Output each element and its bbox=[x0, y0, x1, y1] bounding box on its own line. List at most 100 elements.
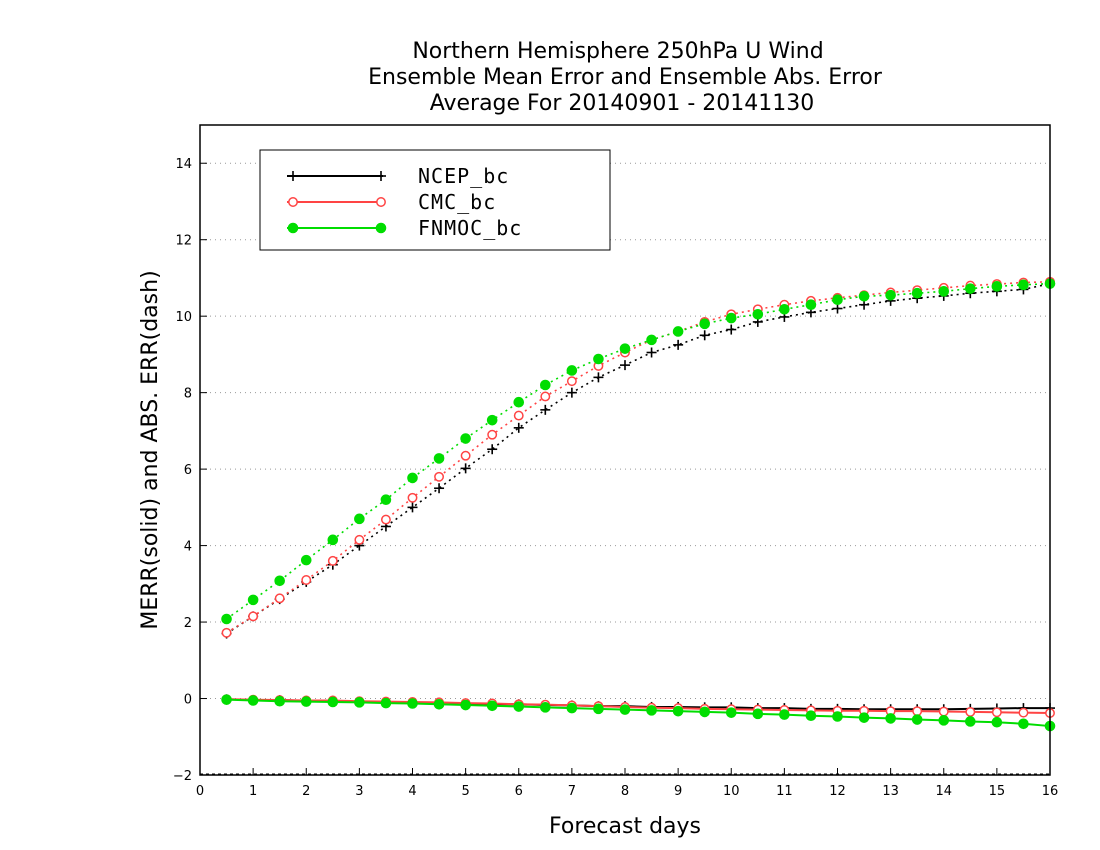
point-fnmoc-bc-abs-err-20 bbox=[752, 308, 764, 320]
title-line-3: Average For 20140901 - 20141130 bbox=[430, 91, 815, 116]
point-cmc-bc-abs-err-11 bbox=[513, 410, 524, 421]
x-tick-label-6: 6 bbox=[515, 784, 523, 799]
x-tick-label-4: 4 bbox=[408, 784, 416, 799]
point-cmc-bc-mean-err-30 bbox=[1018, 707, 1029, 718]
point-fnmoc-bc-abs-err-5 bbox=[354, 513, 365, 525]
point-fnmoc-bc-mean-err-5 bbox=[354, 697, 365, 708]
point-fnmoc-bc-mean-err-20 bbox=[752, 708, 764, 720]
point-ncep-bc-abs-err-19 bbox=[726, 324, 737, 335]
point-ncep-bc-abs-err-13 bbox=[566, 387, 577, 398]
x-tick-label-14: 14 bbox=[935, 784, 952, 799]
legend-label-ncep-bc: NCEP_bc bbox=[418, 164, 509, 188]
point-fnmoc-bc-abs-err-13 bbox=[566, 365, 578, 376]
legend-marker-right-cmc-bc bbox=[376, 197, 386, 207]
point-fnmoc-bc-mean-err-2 bbox=[274, 695, 285, 707]
point-fnmoc-bc-abs-err-11 bbox=[513, 396, 525, 408]
point-fnmoc-bc-mean-err-16 bbox=[646, 705, 657, 716]
point-fnmoc-bc-abs-err-9 bbox=[460, 433, 471, 444]
point-cmc-bc-abs-err-8 bbox=[434, 471, 445, 482]
point-cmc-bc-abs-err-2 bbox=[274, 593, 285, 604]
point-fnmoc-bc-abs-err-19 bbox=[725, 312, 737, 324]
point-cmc-bc-abs-err-3 bbox=[301, 575, 312, 585]
x-tick-label-1: 1 bbox=[249, 784, 257, 799]
legend-label-cmc-bc: CMC_bc bbox=[418, 190, 496, 214]
point-fnmoc-bc-mean-err-1 bbox=[247, 695, 259, 706]
x-tick-label-5: 5 bbox=[461, 784, 469, 799]
point-cmc-bc-abs-err-10 bbox=[487, 429, 498, 440]
point-fnmoc-bc-mean-err-12 bbox=[540, 702, 551, 713]
point-fnmoc-bc-mean-err-24 bbox=[858, 712, 870, 723]
point-cmc-bc-abs-err-4 bbox=[327, 555, 338, 566]
y-tick-label-10: 10 bbox=[175, 310, 192, 325]
y-tick-label-4: 4 bbox=[184, 540, 192, 555]
y-tick-label-12: 12 bbox=[175, 234, 192, 249]
legend-item-fnmoc-bc: FNMOC_bc bbox=[287, 216, 521, 240]
point-fnmoc-bc-mean-err-8 bbox=[433, 698, 445, 710]
point-cmc-bc-abs-err-0 bbox=[221, 627, 232, 638]
point-ncep-bc-abs-err-9 bbox=[460, 463, 471, 474]
series-ncep-bc bbox=[221, 278, 1055, 715]
point-fnmoc-bc-abs-err-17 bbox=[672, 326, 684, 337]
point-fnmoc-bc-mean-err-22 bbox=[805, 710, 817, 722]
point-ncep-bc-abs-err-17 bbox=[673, 339, 684, 350]
point-ncep-bc-abs-err-8 bbox=[434, 483, 445, 494]
point-fnmoc-bc-abs-err-10 bbox=[486, 414, 498, 426]
legend-marker-right-fnmoc-bc bbox=[375, 222, 387, 234]
legend-marker-left-cmc-bc bbox=[288, 197, 298, 207]
point-fnmoc-bc-abs-err-14 bbox=[593, 353, 604, 365]
point-fnmoc-bc-mean-err-7 bbox=[407, 698, 418, 709]
point-fnmoc-bc-mean-err-29 bbox=[991, 716, 1003, 728]
point-cmc-bc-abs-err-6 bbox=[380, 514, 391, 525]
y-tick-label-0: 0 bbox=[184, 693, 192, 708]
x-axis: 0 1 2 3 4 5 6 7 8 9 10 11 12 13 14 15 16 bbox=[196, 768, 1058, 799]
y-tick-label--2: −2 bbox=[173, 769, 192, 784]
title-line-1: Northern Hemisphere 250hPa U Wind bbox=[412, 39, 823, 64]
point-cmc-bc-abs-err-5 bbox=[354, 534, 365, 545]
x-tick-label-10: 10 bbox=[723, 784, 740, 799]
series-ncep-bc-abs-err-line bbox=[226, 282, 1051, 635]
point-fnmoc-bc-abs-err-8 bbox=[433, 453, 445, 464]
point-fnmoc-bc-mean-err-15 bbox=[619, 704, 631, 715]
point-fnmoc-bc-mean-err-9 bbox=[460, 699, 471, 711]
x-tick-label-16: 16 bbox=[1042, 784, 1059, 799]
point-fnmoc-bc-abs-err-21 bbox=[779, 303, 790, 315]
series-fnmoc-bc-abs-err-line bbox=[226, 282, 1051, 620]
point-ncep-bc-abs-err-15 bbox=[620, 360, 630, 371]
point-ncep-bc-abs-err-23 bbox=[832, 303, 843, 314]
point-fnmoc-bc-abs-err-1 bbox=[247, 594, 259, 606]
point-ncep-bc-abs-err-18 bbox=[699, 330, 710, 341]
point-fnmoc-bc-abs-err-23 bbox=[832, 294, 843, 306]
x-tick-label-7: 7 bbox=[568, 784, 576, 799]
point-fnmoc-bc-mean-err-28 bbox=[965, 716, 976, 727]
series-cmc-bc bbox=[221, 276, 1055, 719]
point-fnmoc-bc-mean-err-23 bbox=[832, 711, 843, 722]
point-fnmoc-bc-abs-err-25 bbox=[885, 289, 896, 301]
point-cmc-bc-abs-err-7 bbox=[407, 492, 418, 503]
point-ncep-bc-abs-err-12 bbox=[540, 404, 551, 415]
x-tick-label-13: 13 bbox=[882, 784, 899, 799]
x-axis-label: Forecast days bbox=[549, 814, 701, 839]
point-cmc-bc-mean-err-29 bbox=[991, 707, 1002, 718]
point-cmc-bc-abs-err-13 bbox=[566, 376, 577, 387]
point-fnmoc-bc-abs-err-0 bbox=[221, 613, 232, 625]
point-fnmoc-bc-mean-err-25 bbox=[885, 713, 896, 724]
point-fnmoc-bc-mean-err-11 bbox=[513, 701, 525, 712]
point-ncep-bc-abs-err-16 bbox=[646, 347, 657, 358]
title-line-2: Ensemble Mean Error and Ensemble Abs. Er… bbox=[368, 65, 883, 90]
point-fnmoc-bc-abs-err-24 bbox=[858, 290, 870, 302]
point-fnmoc-bc-abs-err-22 bbox=[805, 299, 817, 311]
point-fnmoc-bc-abs-err-3 bbox=[300, 554, 312, 566]
point-cmc-bc-mean-err-27 bbox=[938, 706, 949, 717]
point-fnmoc-bc-mean-err-4 bbox=[327, 696, 339, 708]
x-tick-label-2: 2 bbox=[302, 784, 310, 799]
point-fnmoc-bc-mean-err-17 bbox=[672, 705, 684, 717]
point-cmc-bc-mean-err-28 bbox=[965, 706, 976, 717]
chart-title: Northern Hemisphere 250hPa U Wind Ensemb… bbox=[368, 39, 883, 116]
legend-marker-left-ncep-bc bbox=[288, 171, 298, 181]
point-fnmoc-bc-abs-err-2 bbox=[274, 575, 285, 587]
point-fnmoc-bc-mean-err-27 bbox=[938, 715, 950, 726]
x-tick-label-8: 8 bbox=[621, 784, 629, 799]
